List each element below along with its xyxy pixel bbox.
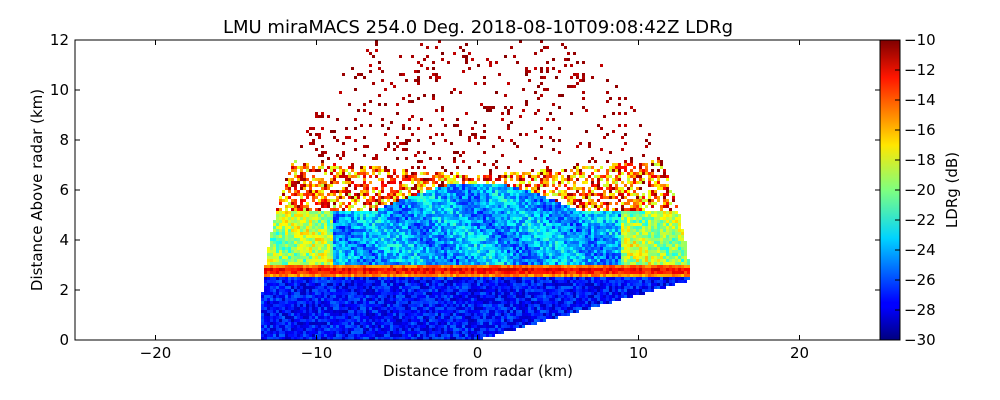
colorbar-tick-label: −16 bbox=[904, 121, 936, 139]
y-axis: 0 2 4 6 8 10 12 bbox=[50, 31, 880, 349]
y-axis-label: Distance Above radar (km) bbox=[28, 89, 46, 291]
colorbar-tick-label: −30 bbox=[904, 331, 936, 349]
y-tick-label: 0 bbox=[59, 331, 69, 349]
colorbar-tick-label: −18 bbox=[904, 151, 936, 169]
x-axis: −20 −10 0 10 20 bbox=[140, 40, 809, 362]
chart-title: LMU miraMACS 254.0 Deg. 2018-08-10T09:08… bbox=[223, 17, 733, 38]
y-tick-label: 2 bbox=[59, 281, 69, 299]
x-tick-label: 0 bbox=[473, 344, 483, 362]
colorbar-tick-label: −10 bbox=[904, 31, 936, 49]
radar-field bbox=[261, 40, 690, 340]
x-tick-label: −20 bbox=[140, 344, 172, 362]
y-tick-label: 12 bbox=[50, 31, 69, 49]
colorbar-tick-label: −24 bbox=[904, 241, 936, 259]
x-tick-label: 20 bbox=[790, 344, 809, 362]
colorbar-tick-label: −12 bbox=[904, 61, 936, 79]
y-tick-label: 6 bbox=[59, 181, 69, 199]
y-tick-label: 4 bbox=[59, 231, 69, 249]
colorbar-label: LDRg (dB) bbox=[943, 152, 961, 228]
x-axis-label: Distance from radar (km) bbox=[383, 362, 573, 380]
x-tick-label: −10 bbox=[301, 344, 333, 362]
x-tick-label: 10 bbox=[629, 344, 648, 362]
colorbar-tick-label: −20 bbox=[904, 181, 936, 199]
colorbar-tick-label: −26 bbox=[904, 271, 936, 289]
y-tick-label: 8 bbox=[59, 131, 69, 149]
colorbar-tick-label: −14 bbox=[904, 91, 936, 109]
colorbar-tick-label: −28 bbox=[904, 301, 936, 319]
colorbar-ticks: −30 −28 −26 −24 −22 −20 −18 −16 −14 −12 −10 bbox=[895, 31, 936, 349]
y-tick-label: 10 bbox=[50, 81, 69, 99]
colorbar-tick-label: −22 bbox=[904, 211, 936, 229]
